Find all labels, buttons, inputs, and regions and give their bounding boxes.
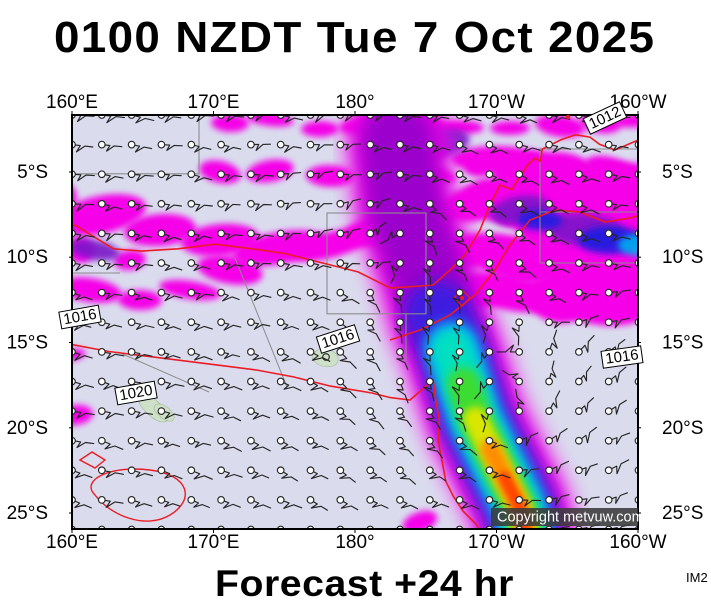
svg-text:170°W: 170°W [468,532,525,553]
svg-text:180°: 180° [335,532,374,553]
svg-text:25°S: 25°S [7,503,48,524]
svg-text:10°S: 10°S [7,247,48,268]
svg-text:15°S: 15°S [662,333,703,354]
svg-text:5°S: 5°S [17,162,48,183]
svg-text:160°E: 160°E [46,532,98,553]
svg-text:170°E: 170°E [188,92,240,113]
svg-text:25°S: 25°S [662,503,703,524]
svg-text:170°E: 170°E [188,532,240,553]
svg-text:10°S: 10°S [662,247,703,268]
svg-text:20°S: 20°S [662,418,703,439]
svg-text:160°W: 160°W [609,532,666,553]
svg-text:5°S: 5°S [662,162,693,183]
svg-text:160°E: 160°E [46,92,98,113]
svg-text:170°W: 170°W [468,92,525,113]
svg-text:15°S: 15°S [7,333,48,354]
svg-text:180°: 180° [335,92,374,113]
svg-text:20°S: 20°S [7,418,48,439]
svg-text:Copyright metvuw.com: Copyright metvuw.com [497,510,644,526]
